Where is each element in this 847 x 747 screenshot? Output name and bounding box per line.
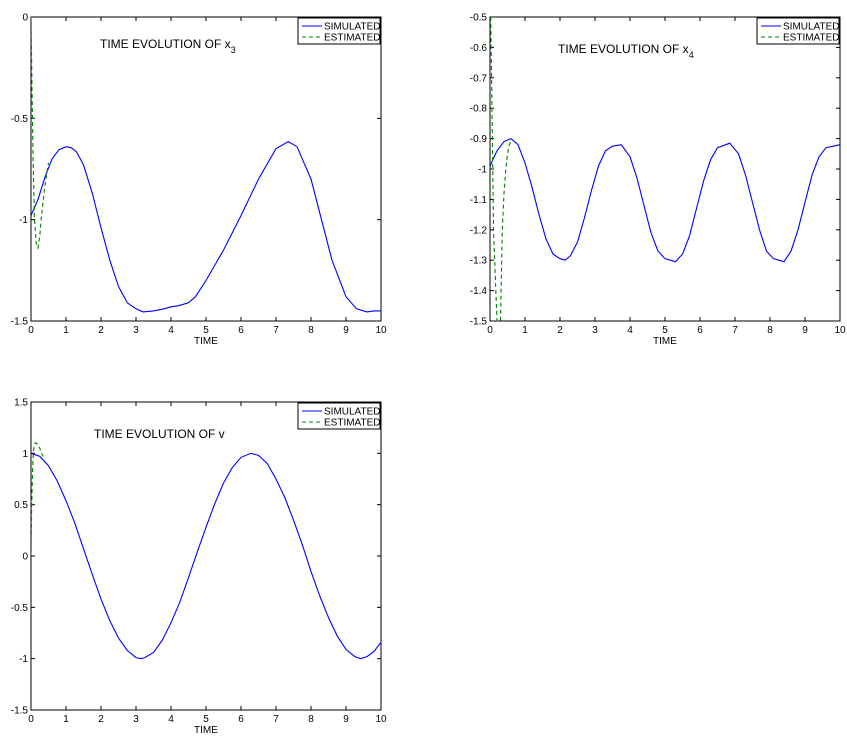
legend-label-simulated: SIMULATED [324, 407, 381, 418]
plot-area-frame [30, 401, 382, 711]
x-tick-label: 8 [767, 325, 773, 336]
x-tick-label: 9 [343, 714, 349, 725]
y-tick-label: 1.5 [14, 398, 28, 409]
chart-title: TIME EVOLUTION OF v [94, 427, 225, 441]
x-tick-label: 1 [63, 714, 69, 725]
series-line-simulated [31, 452, 381, 660]
x-tick-label: 0 [487, 325, 493, 336]
y-tick-label: -1.1 [470, 195, 488, 206]
chart-title-text: TIME EVOLUTION OF x [558, 42, 689, 56]
series-line-estimated [490, 17, 512, 321]
y-tick-label: -1 [478, 165, 487, 176]
plot-area-frame [489, 16, 841, 322]
x-tick-label: 10 [375, 325, 387, 336]
y-tick-label: 0 [22, 552, 28, 563]
x-tick-label: 5 [662, 325, 668, 336]
x-tick-label: 2 [98, 714, 104, 725]
x-axis-label: TIME [194, 336, 218, 347]
x-tick-label: 8 [308, 714, 314, 725]
x-tick-label: 9 [802, 325, 808, 336]
y-tick-label: -1.5 [470, 317, 488, 328]
legend-label-estimated: ESTIMATED [324, 33, 380, 44]
x-tick-label: 2 [557, 325, 563, 336]
x-tick-label: 6 [238, 714, 244, 725]
chart-title-subscript: 3 [231, 45, 236, 55]
series-line-estimated [31, 442, 44, 557]
y-tick-label: -0.9 [470, 134, 488, 145]
legend-box [297, 402, 381, 430]
x-tick-label: 0 [28, 714, 34, 725]
y-tick-label: -1 [19, 215, 28, 226]
chart-title-text: TIME EVOLUTION OF x [100, 37, 231, 51]
series-line-simulated [490, 137, 840, 263]
x-tick-label: 4 [627, 325, 633, 336]
y-tick-label: -1.2 [470, 225, 488, 236]
x-axis-label: TIME [653, 336, 677, 347]
x-tick-label: 3 [133, 325, 139, 336]
y-tick-label: -1.4 [470, 286, 488, 297]
y-tick-label: -1.5 [11, 317, 29, 328]
y-tick-label: -1 [19, 654, 28, 665]
y-tick-label: -1.3 [470, 256, 488, 267]
x-tick-label: 5 [203, 325, 209, 336]
y-tick-label: -0.5 [11, 603, 29, 614]
x-tick-label: 7 [273, 325, 279, 336]
x-tick-label: 4 [168, 714, 174, 725]
x-tick-label: 10 [834, 325, 846, 336]
x-tick-label: 3 [133, 714, 139, 725]
series-line-estimated [31, 17, 50, 251]
x-tick-label: 2 [98, 325, 104, 336]
y-tick-label: -0.5 [11, 114, 29, 125]
legend-label-simulated: SIMULATED [324, 22, 381, 33]
x-tick-label: 1 [63, 325, 69, 336]
legend-label-simulated: SIMULATED [783, 22, 840, 33]
y-tick-label: -0.7 [470, 73, 488, 84]
y-tick-label: -0.5 [470, 13, 488, 24]
x-tick-label: 6 [238, 325, 244, 336]
chart-panel-2: 0 1 2 3 4 5 6 7 8 9 10 -0.5 -0.6 -0.7 -0.8 -0.9 -1 -1.1 -1… [470, 13, 846, 348]
x-tick-label: 5 [203, 714, 209, 725]
y-tick-label: -0.8 [470, 104, 488, 115]
series-line-simulated [31, 140, 381, 313]
y-tick-label: 0.5 [14, 500, 28, 511]
x-tick-label: 4 [168, 325, 174, 336]
x-tick-label: 1 [522, 325, 528, 336]
chart-title-subscript: 4 [689, 50, 694, 60]
chart-title-text: TIME EVOLUTION OF v [94, 427, 225, 441]
x-tick-label: 0 [28, 325, 34, 336]
legend-box [297, 17, 381, 45]
x-tick-label: 6 [697, 325, 703, 336]
legend-label-estimated: ESTIMATED [324, 418, 380, 429]
y-tick-label: -0.6 [470, 43, 488, 54]
y-tick-label: -1.5 [11, 706, 29, 717]
plot-area-frame [30, 16, 382, 322]
chart-title: TIME EVOLUTION OF x3 [100, 37, 236, 55]
x-tick-label: 3 [592, 325, 598, 336]
x-tick-label: 7 [732, 325, 738, 336]
chart-title: TIME EVOLUTION OF x4 [558, 42, 694, 60]
x-tick-label: 8 [308, 325, 314, 336]
legend-box [756, 17, 840, 45]
x-axis-label: TIME [194, 725, 218, 736]
x-tick-label: 10 [375, 714, 387, 725]
chart-panel-3: 0 1 2 3 4 5 6 7 8 9 10 1.5 1 0.5 0 -0.5 -1 -1.5 TIME TIME E… [11, 398, 387, 737]
chart-panel-1: 0 1 2 3 4 5 6 7 8 9 10 0 -0.5 -1 -1.5 TIME TIME EVOLUTIO… [11, 13, 387, 348]
x-tick-label: 9 [343, 325, 349, 336]
x-tick-label: 7 [273, 714, 279, 725]
y-tick-label: 0 [22, 13, 28, 24]
legend-label-estimated: ESTIMATED [783, 33, 839, 44]
y-tick-label: 1 [22, 449, 28, 460]
